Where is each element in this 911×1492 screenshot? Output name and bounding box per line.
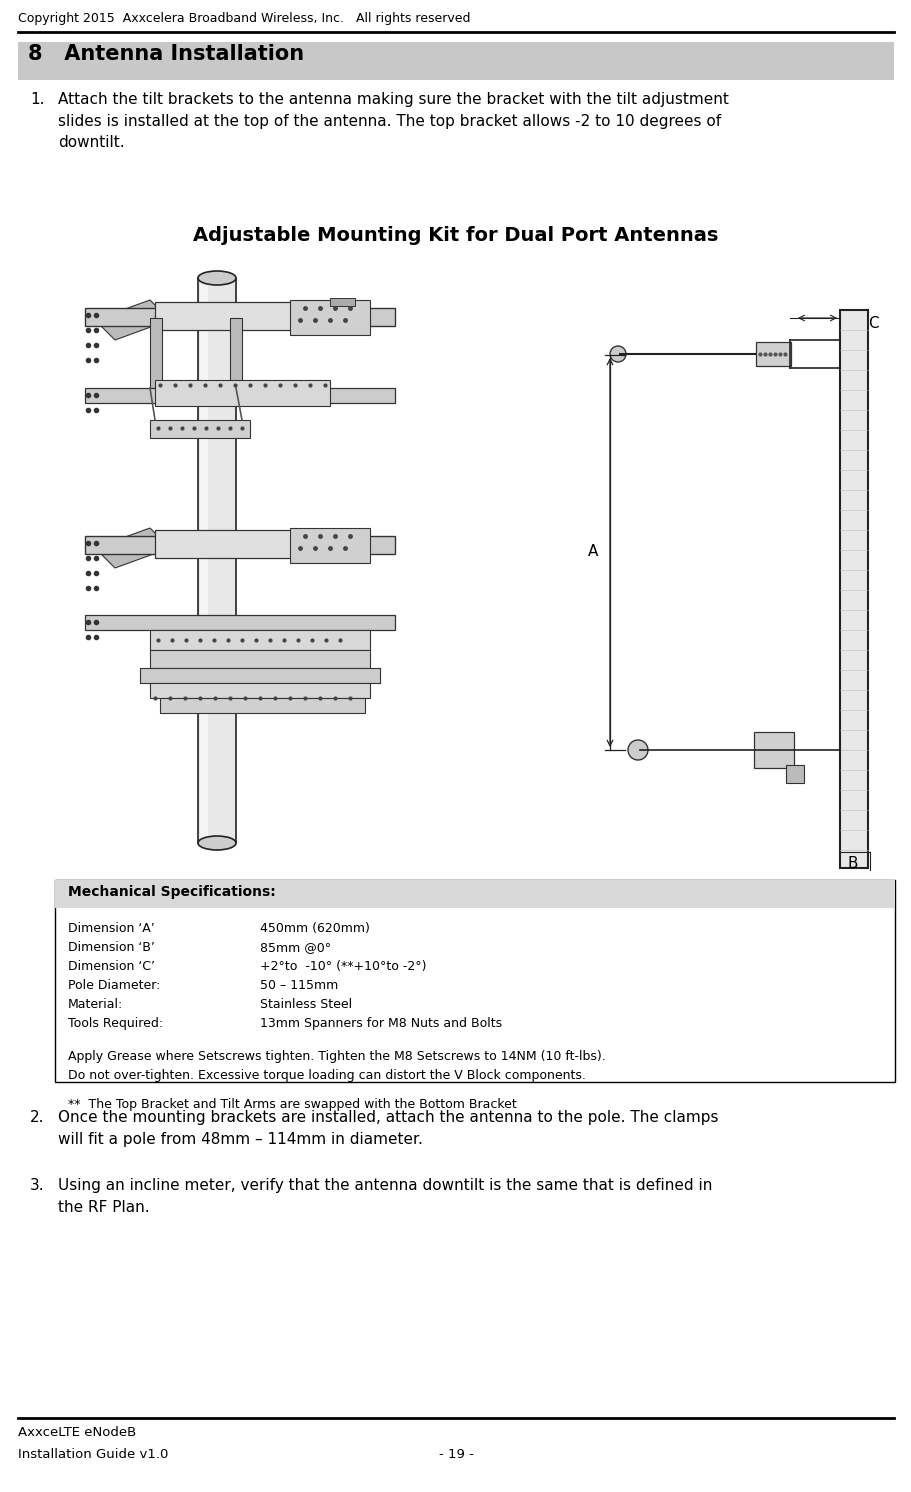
Text: 13mm Spanners for M8 Nuts and Bolts: 13mm Spanners for M8 Nuts and Bolts (260, 1018, 502, 1029)
Bar (55, 880, 894, 1082)
Text: A: A (587, 545, 598, 560)
Bar (85, 388, 394, 403)
Bar (155, 530, 354, 558)
Text: Adjustable Mounting Kit for Dual Port Antennas: Adjustable Mounting Kit for Dual Port An… (193, 225, 718, 245)
Text: 1.: 1. (30, 93, 45, 107)
Bar (330, 298, 354, 306)
Text: C: C (867, 316, 877, 331)
Bar (55, 880, 894, 909)
Text: 2.: 2. (30, 1110, 45, 1125)
Polygon shape (95, 300, 169, 340)
Bar (149, 651, 370, 668)
Bar (159, 698, 364, 713)
Text: Once the mounting brackets are installed, attach the antenna to the pole. The cl: Once the mounting brackets are installed… (58, 1110, 718, 1146)
Circle shape (609, 346, 625, 363)
Bar (753, 733, 793, 768)
Bar (140, 668, 380, 683)
Bar (149, 630, 370, 651)
Text: Using an incline meter, verify that the antenna downtilt is the same that is def: Using an incline meter, verify that the … (58, 1179, 711, 1214)
Bar (85, 615, 394, 630)
Text: Copyright 2015  Axxcelera Broadband Wireless, Inc.   All rights reserved: Copyright 2015 Axxcelera Broadband Wirel… (18, 12, 470, 25)
Text: Stainless Steel: Stainless Steel (260, 998, 352, 1012)
Text: B: B (847, 856, 857, 871)
Text: - 19 -: - 19 - (438, 1449, 473, 1461)
Text: +2°to  -10° (**+10°to -2°): +2°to -10° (**+10°to -2°) (260, 959, 426, 973)
Bar (149, 318, 162, 388)
Text: Mechanical Specifications:: Mechanical Specifications: (68, 885, 275, 900)
Polygon shape (95, 528, 169, 568)
Bar (230, 318, 241, 388)
Bar (198, 278, 236, 843)
Text: Apply Grease where Setscrews tighten. Tighten the M8 Setscrews to 14NM (10 ft-lb: Apply Grease where Setscrews tighten. Ti… (68, 1050, 605, 1082)
Bar (155, 380, 330, 406)
Text: Pole Diameter:: Pole Diameter: (68, 979, 160, 992)
Ellipse shape (198, 836, 236, 850)
Bar (85, 307, 394, 325)
Bar (149, 683, 370, 698)
Text: AxxceLTE eNodeB: AxxceLTE eNodeB (18, 1426, 136, 1438)
Text: Dimension ‘C’: Dimension ‘C’ (68, 959, 155, 973)
Bar (85, 536, 394, 554)
Bar (785, 765, 804, 783)
Bar (18, 42, 893, 81)
Text: Material:: Material: (68, 998, 123, 1012)
Bar (290, 300, 370, 336)
Text: Dimension ‘B’: Dimension ‘B’ (68, 941, 155, 953)
Bar (755, 342, 790, 366)
Text: Dimension ‘A’: Dimension ‘A’ (68, 922, 155, 935)
Circle shape (628, 740, 648, 759)
Bar (149, 421, 250, 439)
Text: Installation Guide v1.0: Installation Guide v1.0 (18, 1449, 169, 1461)
Text: 3.: 3. (30, 1179, 45, 1194)
Text: 450mm (620mm): 450mm (620mm) (260, 922, 370, 935)
Bar (839, 310, 867, 868)
Ellipse shape (198, 272, 236, 285)
Bar (155, 301, 354, 330)
Text: Tools Required:: Tools Required: (68, 1018, 163, 1029)
Text: 8   Antenna Installation: 8 Antenna Installation (28, 43, 303, 64)
Text: 50 – 115mm: 50 – 115mm (260, 979, 338, 992)
Bar (290, 528, 370, 562)
Text: **  The Top Bracket and Tilt Arms are swapped with the Bottom Bracket: ** The Top Bracket and Tilt Arms are swa… (68, 1098, 517, 1112)
Text: 85mm @0°: 85mm @0° (260, 941, 331, 953)
Bar (200, 278, 208, 843)
Text: Attach the tilt brackets to the antenna making sure the bracket with the tilt ad: Attach the tilt brackets to the antenna … (58, 93, 728, 151)
